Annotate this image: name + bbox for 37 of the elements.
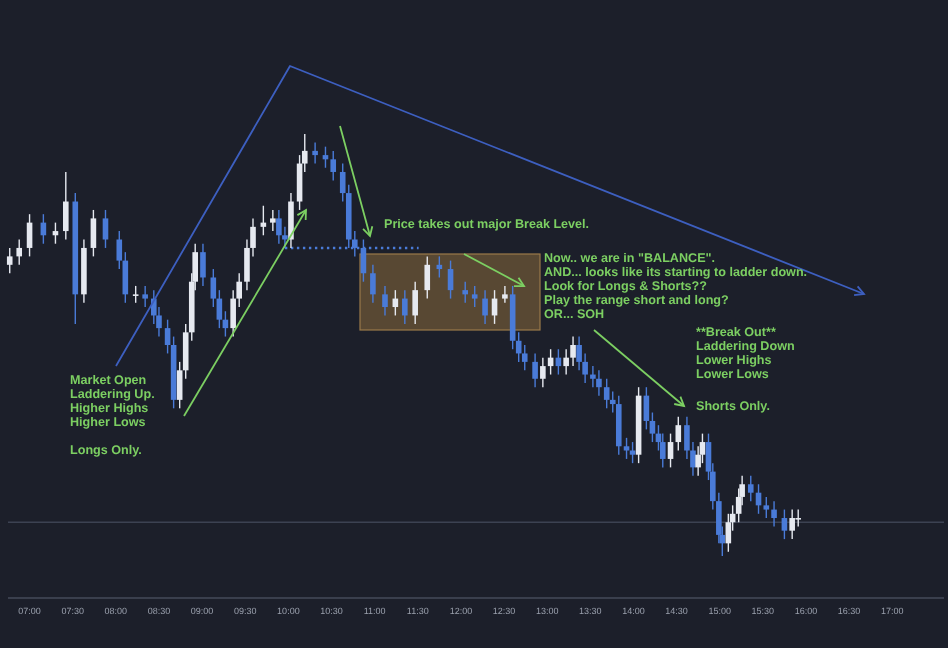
candlestick: [63, 171, 69, 241]
candlestick: [789, 508, 795, 540]
candlestick: [482, 289, 488, 325]
candlestick: [747, 475, 754, 502]
candlestick: [90, 209, 97, 258]
candlestick: [675, 416, 682, 452]
candlestick: [623, 437, 630, 460]
candlestick: [615, 394, 622, 456]
candlestick: [102, 209, 109, 249]
candlestick: [603, 378, 610, 409]
candlestick: [6, 247, 13, 274]
candlestick: [330, 150, 337, 182]
candlestick: [142, 285, 148, 308]
candlestick: [16, 238, 23, 266]
candlestick: [200, 243, 206, 287]
candlestick: [596, 369, 602, 397]
candlestick: [502, 285, 508, 304]
candlestick: [382, 285, 388, 317]
candlestick: [471, 285, 478, 308]
candlestick: [462, 281, 469, 304]
candlestick: [370, 264, 376, 304]
candlestick: [312, 141, 318, 165]
candlestick: [412, 281, 418, 325]
candlestick: [402, 289, 408, 325]
candlestick: [540, 356, 546, 388]
candlestick: [81, 238, 87, 304]
candlestick: [570, 335, 576, 367]
candlestick: [771, 500, 777, 528]
candlestick: [276, 209, 282, 245]
candlestick: [532, 352, 538, 388]
candlestick: [659, 432, 666, 469]
candlestick: [270, 209, 276, 232]
candlestick: [781, 508, 788, 540]
candlestick: [424, 255, 431, 300]
candlestick: [763, 496, 770, 519]
candlestick: [288, 192, 294, 249]
candlestick: [590, 365, 596, 388]
